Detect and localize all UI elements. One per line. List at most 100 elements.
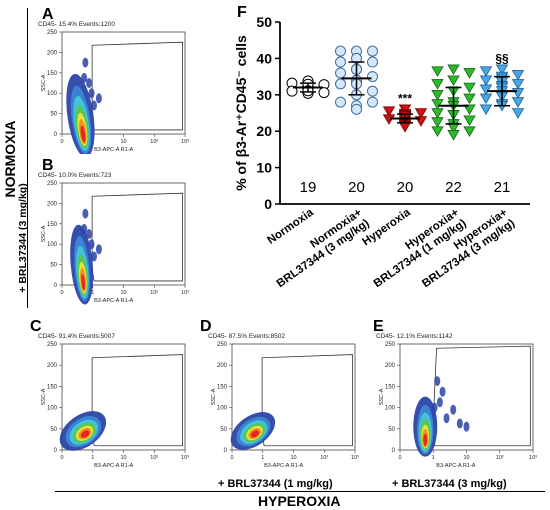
x-tick-label: 0 xyxy=(398,455,401,461)
data-point xyxy=(511,88,525,99)
density-level xyxy=(423,433,428,446)
density-speckle xyxy=(81,72,88,83)
x-tick-label: 10³ xyxy=(181,139,189,145)
density-speckle xyxy=(82,57,89,68)
y-tick-label: 200 xyxy=(47,363,58,369)
category-label: Hyperoxia+BRL37344 (1 mg/kg) xyxy=(364,206,469,290)
y-tick-label: 30 xyxy=(256,87,272,103)
panel-e-header: CD45- 12.1% Events:1142 xyxy=(376,333,453,340)
significance-label: §§ xyxy=(495,51,509,65)
x-tick-label: 10² xyxy=(150,139,158,145)
x-tick-label: 10² xyxy=(150,290,158,296)
x-tick-label: 10² xyxy=(150,455,158,461)
y-axis-label: SSC-A xyxy=(41,388,47,405)
y-tick-label: 150 xyxy=(47,384,58,390)
x-tick-label: 10³ xyxy=(529,455,537,461)
y-tick-label: 200 xyxy=(217,363,228,369)
data-point xyxy=(463,82,476,94)
y-axis-title: % of β3-Ar⁺CD45⁻ cells xyxy=(233,35,249,191)
y-tick-label: 150 xyxy=(217,384,228,390)
density-level xyxy=(250,430,260,438)
category-label: Normoxia+BRL37344 (3 mg/kg) xyxy=(267,206,372,290)
x-axis-label: B3-APC-A R1-A xyxy=(94,147,133,153)
scatter-chart: 0 10 20 30 40 50 % of β3-Ar⁺CD45⁻ cells 19 Normo… xyxy=(233,14,530,290)
hyperoxia-divider xyxy=(55,491,545,492)
density-level xyxy=(80,430,90,438)
side-divider xyxy=(27,8,28,308)
y-tick-label: 100 xyxy=(385,406,396,412)
data-point xyxy=(431,66,444,77)
density-speckle xyxy=(82,208,89,219)
data-point xyxy=(463,68,476,79)
y-tick-label: 50 xyxy=(388,427,395,433)
density-speckle xyxy=(86,229,93,239)
y-tick-label: 200 xyxy=(47,50,58,56)
flow-plot-c: 0 50 100 150 200 250 0 1 10 10² 10³ B3-APC-A R1-A SS… xyxy=(41,342,189,469)
y-tick-label: 50 xyxy=(256,14,272,30)
density-blob xyxy=(230,412,276,450)
x-axis-label: B3-APC-A R1-A xyxy=(436,463,475,469)
y-tick-label: 50 xyxy=(50,112,57,118)
n-label: 19 xyxy=(300,179,317,196)
density-speckle xyxy=(436,397,443,408)
y-tick-label: 0 xyxy=(54,283,58,289)
y-tick-label: 200 xyxy=(385,363,396,369)
data-point xyxy=(511,97,525,108)
density-speckle xyxy=(434,376,441,387)
brl-1-bottom-label: + BRL37344 (1 mg/kg) xyxy=(218,478,333,490)
density-blob xyxy=(413,396,438,457)
density-level xyxy=(81,274,86,291)
y-tick-label: 250 xyxy=(217,342,228,348)
data-point xyxy=(463,104,476,116)
data-point xyxy=(335,56,346,68)
data-point xyxy=(431,90,444,101)
x-tick-label: 10³ xyxy=(181,455,189,461)
density-blob xyxy=(59,411,107,451)
data-point xyxy=(463,115,476,127)
density-speckle xyxy=(90,100,97,111)
y-tick-label: 0 xyxy=(224,448,228,454)
density-speckle xyxy=(463,421,470,432)
x-tick-label: 10 xyxy=(463,455,469,461)
density-speckle xyxy=(88,239,95,250)
data-point xyxy=(367,45,378,57)
data-point xyxy=(335,45,346,57)
n-label: 22 xyxy=(445,179,462,196)
data-point xyxy=(431,108,444,119)
x-axis-label: B3-APC-A R1-A xyxy=(94,298,133,304)
density-blob xyxy=(66,74,95,154)
y-axis-label: SSC-A xyxy=(211,388,217,405)
data-point xyxy=(335,78,346,90)
x-tick-label: 10 xyxy=(290,455,296,461)
y-axis-label: SSC-A xyxy=(379,388,385,405)
density-blob xyxy=(70,224,94,305)
y-tick-label: 150 xyxy=(47,222,58,228)
data-point xyxy=(447,64,460,76)
data-point xyxy=(511,79,525,90)
n-label: 21 xyxy=(494,179,511,196)
y-axis-label: SSC-A xyxy=(41,225,47,242)
y-tick-label: 0 xyxy=(392,448,396,454)
panel-b-header: CD45- 10.0% Events:723 xyxy=(38,172,112,179)
panel-label-b: B xyxy=(42,157,54,174)
data-point xyxy=(511,108,525,119)
y-tick-label: 50 xyxy=(50,427,57,433)
density-speckle xyxy=(431,402,438,413)
data-point xyxy=(367,56,378,68)
x-tick-label: 0 xyxy=(60,455,63,461)
x-tick-label: 1 xyxy=(91,290,94,296)
x-tick-label: 10³ xyxy=(351,455,359,461)
significance-label: *** xyxy=(398,91,412,105)
data-point xyxy=(367,85,378,97)
panel-d-header: CD45- 87.5% Events:8502 xyxy=(208,333,285,340)
x-tick-label: 0 xyxy=(60,139,63,145)
y-tick-label: 50 xyxy=(220,427,227,433)
n-label: 20 xyxy=(397,179,414,196)
data-point xyxy=(367,96,378,108)
data-point xyxy=(479,75,493,86)
panel-a-header: CD45- 15.4% Events:1200 xyxy=(38,21,115,28)
flow-plot-d: 0 50 100 150 200 250 0 1 10 10² 10³ B3-APC-A R1-A SS… xyxy=(211,342,359,469)
flow-plot-e: 0 50 100 150 200 250 0 1 10 10² 10³ B3-APC-A R1-A SS… xyxy=(379,342,537,469)
y-tick-label: 100 xyxy=(47,406,58,412)
data-point xyxy=(479,84,493,96)
